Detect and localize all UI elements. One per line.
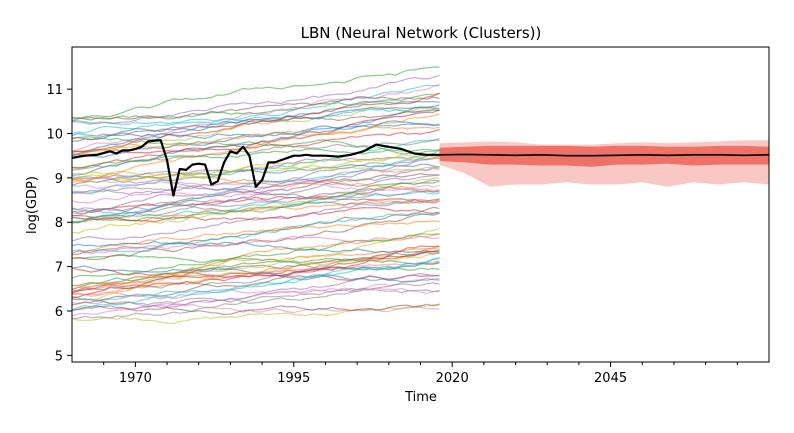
background-series-line (72, 198, 440, 242)
y-axis-label: log(GDP) (25, 176, 40, 234)
x-axis: 1970 1995 2020 2045 (103, 362, 738, 386)
background-series-line (72, 289, 440, 306)
background-series-line (72, 180, 440, 224)
background-series-line (72, 303, 440, 316)
background-series-line (72, 257, 440, 287)
background-series-line (72, 128, 440, 154)
forecast-group (439, 140, 769, 187)
background-series-line (72, 249, 440, 294)
x-axis-label: Time (404, 390, 437, 405)
background-series-line (72, 154, 440, 180)
background-series-line (72, 195, 440, 214)
y-tick-label: 6 (55, 305, 63, 320)
plot-area (72, 66, 769, 325)
background-series-line (72, 164, 440, 176)
background-series-line (72, 235, 440, 255)
background-series-line (72, 257, 440, 303)
y-tick-label: 9 (55, 172, 63, 187)
background-series-line (72, 126, 440, 155)
background-series-line (72, 92, 440, 153)
forecast-inner-band (439, 145, 769, 167)
background-series-line (72, 257, 440, 311)
background-series-line (72, 179, 440, 221)
x-tick-label: 1995 (277, 371, 310, 386)
background-series-line (72, 153, 440, 180)
background-series-line (72, 206, 440, 256)
background-series-line (72, 233, 440, 279)
background-series-line (72, 167, 440, 204)
forecast-median-line (439, 153, 769, 157)
x-tick-label: 2020 (436, 371, 469, 386)
y-tick-label: 7 (55, 261, 63, 276)
background-series-group (72, 66, 440, 325)
background-series-line (72, 95, 440, 120)
background-series-line (72, 240, 440, 254)
background-series-line (72, 120, 440, 140)
y-tick-label: 8 (55, 216, 63, 231)
background-series-line (72, 251, 440, 301)
background-series-line (72, 157, 440, 195)
x-tick-label: 2045 (594, 371, 627, 386)
background-series-line (72, 84, 440, 135)
background-series-line (72, 74, 440, 125)
background-series-line (72, 108, 440, 125)
background-series-line (72, 287, 440, 300)
x-tick-label: 1970 (119, 371, 152, 386)
background-series-line (72, 189, 440, 212)
background-series-line (72, 109, 440, 169)
y-tick-label: 5 (55, 349, 63, 364)
background-series-line (72, 109, 440, 141)
y-tick-label: 11 (46, 83, 63, 98)
background-series-line (72, 212, 440, 253)
background-series-line (72, 212, 440, 261)
chart-title: LBN (Neural Network (Clusters)) (301, 24, 542, 42)
y-axis: 5 6 7 8 9 10 11 (46, 83, 72, 364)
highlight-series-line (72, 139, 440, 197)
background-series-line (72, 251, 440, 290)
background-series-line (72, 227, 440, 287)
background-series-line (72, 155, 440, 184)
background-series-line (72, 265, 440, 283)
y-tick-label: 10 (46, 128, 63, 143)
highlight-series-group (72, 139, 440, 197)
background-series-line (72, 66, 440, 122)
background-series-line (72, 176, 440, 199)
background-series-line (72, 272, 440, 311)
